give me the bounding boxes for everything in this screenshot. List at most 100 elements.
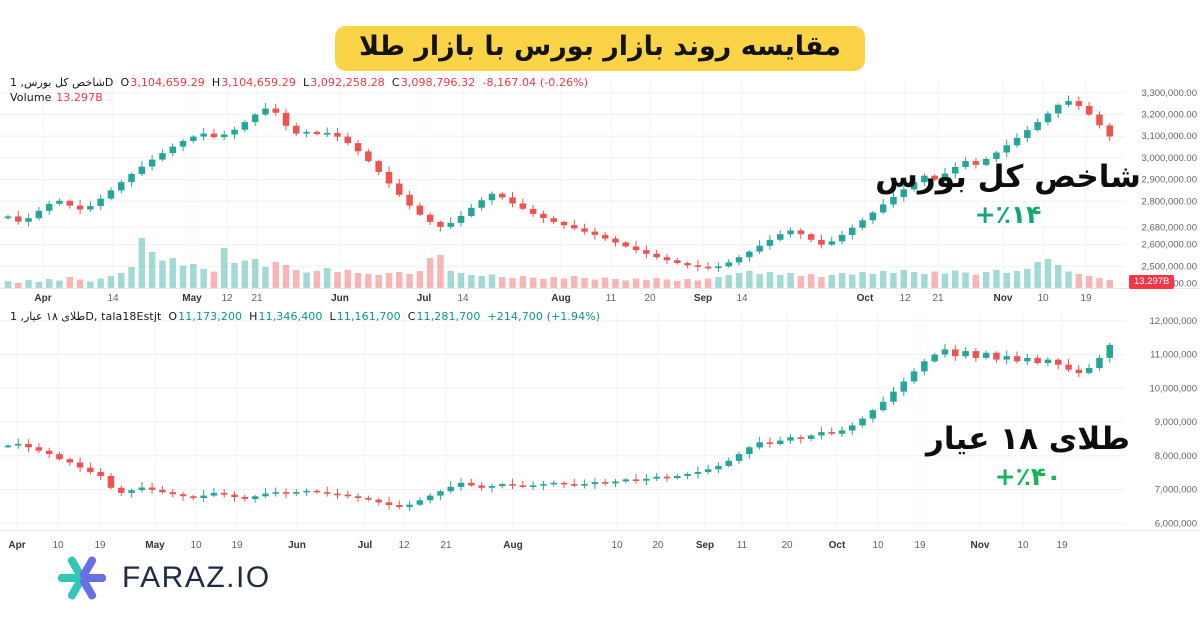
bourse-legend-ohlc-row: شاخص کل بورس, 1D O3,104,659.29 H3,104,659.… xyxy=(10,76,588,89)
svg-text:Aug: Aug xyxy=(551,293,570,304)
ohlc-value-H: 11,346,400 xyxy=(258,310,323,323)
gold-legend-ohlc-row: طلای ۱۸ عیار, 1D, tala18Estjt O11,173,200… xyxy=(10,310,600,323)
svg-text:6,000,000: 6,000,000 xyxy=(1155,518,1197,529)
volume-label: Volume xyxy=(10,91,52,104)
title-banner: مقایسه روند بازار بورس با بازار طلا xyxy=(334,26,866,71)
logo-arm xyxy=(67,556,85,579)
svg-text:3,200,000.00: 3,200,000.00 xyxy=(1142,110,1197,121)
ohlc-key-H: H xyxy=(211,76,221,89)
svg-text:19: 19 xyxy=(231,540,243,551)
price-axis[interactable]: 12,000,000 11,000,000 10,000,000 9,000,000 8… xyxy=(1149,316,1197,530)
svg-text:10: 10 xyxy=(190,540,202,551)
faraz-logo-icon xyxy=(58,556,106,600)
svg-text:19: 19 xyxy=(94,540,106,551)
svg-text:20: 20 xyxy=(644,293,656,304)
svg-text:May: May xyxy=(145,540,165,551)
svg-text:10,000,000: 10,000,000 xyxy=(1149,383,1197,394)
logo-arm xyxy=(58,574,82,582)
svg-text:3,100,000.00: 3,100,000.00 xyxy=(1142,131,1197,142)
bourse-big-label: شاخص کل بورس +٪۱۴ xyxy=(858,159,1158,229)
svg-text:3,000,000.00: 3,000,000.00 xyxy=(1142,153,1197,164)
svg-text:8,000,000: 8,000,000 xyxy=(1155,451,1197,462)
svg-text:10: 10 xyxy=(872,540,884,551)
ohlc-key-H: H xyxy=(249,310,258,323)
svg-text:2,680,000.00: 2,680,000.00 xyxy=(1142,222,1197,233)
svg-text:21: 21 xyxy=(932,293,944,304)
logo-arm xyxy=(82,574,106,582)
ohlc-key-L: L xyxy=(302,76,310,89)
svg-text:19: 19 xyxy=(914,540,926,551)
volume-value: 13.297B xyxy=(56,91,103,104)
gold-symbol-label: طلای ۱۸ عیار, 1D, tala18Estjt xyxy=(10,310,162,323)
grid xyxy=(0,310,1125,530)
bourse-symbol-label: شاخص کل بورس, 1D xyxy=(10,76,114,89)
gold-big-title: طلای ۱۸ عیار xyxy=(926,421,1130,457)
svg-text:21: 21 xyxy=(440,540,452,551)
svg-text:12: 12 xyxy=(221,293,233,304)
gold-chart-canvas[interactable]: 12,000,000 11,000,000 10,000,000 9,000,000 8… xyxy=(0,304,1200,556)
ohlc-value-L: 11,161,700 xyxy=(336,310,401,323)
logo-arm xyxy=(79,556,97,579)
svg-text:19: 19 xyxy=(1080,293,1092,304)
svg-text:20: 20 xyxy=(781,540,793,551)
svg-text:May: May xyxy=(182,293,202,304)
svg-text:19: 19 xyxy=(1056,540,1068,551)
gold-change-percent: +٪۴۰ xyxy=(994,461,1062,491)
gold-chart-panel: 12,000,000 11,000,000 10,000,000 9,000,000 8… xyxy=(0,304,1200,556)
volume-badge: 13.297B xyxy=(1129,275,1175,289)
svg-text:Oct: Oct xyxy=(857,293,874,304)
ohlc-change: +214,700 (+1.94%) xyxy=(487,310,601,323)
svg-text:2,800,000.00: 2,800,000.00 xyxy=(1142,196,1197,207)
svg-text:2,600,000.00: 2,600,000.00 xyxy=(1142,240,1197,251)
bourse-legend: شاخص کل بورس, 1D O3,104,659.29 H3,104,659.… xyxy=(10,76,588,104)
svg-text:3,300,000.00: 3,300,000.00 xyxy=(1142,88,1197,99)
ohlc-value-O: 11,173,200 xyxy=(178,310,243,323)
svg-text:Sep: Sep xyxy=(696,540,714,551)
ohlc-value-O: 3,104,659.29 xyxy=(130,76,205,89)
svg-text:Nov: Nov xyxy=(971,540,990,551)
bourse-chart-panel: 3,300,000.00 3,200,000.00 3,100,000.00 3,00… xyxy=(0,72,1200,304)
bourse-change-percent: +٪۱۴ xyxy=(974,199,1042,229)
ohlc-value-L: 3,092,258.28 xyxy=(310,76,385,89)
svg-text:11: 11 xyxy=(606,293,617,304)
svg-text:Oct: Oct xyxy=(829,540,846,551)
svg-text:7,000,000: 7,000,000 xyxy=(1155,485,1197,496)
svg-text:10: 10 xyxy=(1017,540,1029,551)
title-banner-text: مقایسه روند بازار بورس با بازار طلا xyxy=(358,31,842,62)
svg-text:Aug: Aug xyxy=(503,540,522,551)
svg-text:12,000,000: 12,000,000 xyxy=(1149,316,1197,327)
svg-text:14: 14 xyxy=(107,293,119,304)
svg-text:Nov: Nov xyxy=(994,293,1013,304)
ohlc-key-O: O xyxy=(168,310,178,323)
brand-footer: FARAZ.IO xyxy=(56,552,271,604)
ohlc-key-C: C xyxy=(407,310,416,323)
ohlc-value-C: 11,281,700 xyxy=(416,310,481,323)
svg-text:Jun: Jun xyxy=(288,540,306,551)
gold-legend: طلای ۱۸ عیار, 1D, tala18Estjt O11,173,200… xyxy=(10,310,600,323)
svg-text:20: 20 xyxy=(652,540,664,551)
ohlc-key-L: L xyxy=(329,310,336,323)
svg-text:Jul: Jul xyxy=(358,540,373,551)
svg-text:11,000,000: 11,000,000 xyxy=(1150,350,1197,361)
brand-wordmark: FARAZ.IO xyxy=(122,561,271,594)
svg-text:Sep: Sep xyxy=(694,293,712,304)
svg-text:Jun: Jun xyxy=(331,293,349,304)
grid xyxy=(0,78,1125,288)
svg-text:Jul: Jul xyxy=(417,293,432,304)
time-axis[interactable]: Apr 14 May 12 21 Jun Jul 14 Aug 11 20 Sep 14 Oct 12 21 N… xyxy=(34,293,1092,304)
svg-text:10: 10 xyxy=(1037,293,1049,304)
gold-big-label: طلای ۱۸ عیار +٪۴۰ xyxy=(878,421,1178,491)
svg-text:12: 12 xyxy=(398,540,410,551)
svg-text:Apr: Apr xyxy=(34,293,51,304)
time-axis[interactable]: Apr 10 19 May 10 19 Jun Jul 12 21 Aug 10 20 Sep 11 20 Oc… xyxy=(8,540,1068,551)
svg-text:14: 14 xyxy=(457,293,469,304)
svg-text:2,900,000.00: 2,900,000.00 xyxy=(1142,175,1197,186)
svg-text:11: 11 xyxy=(737,540,748,551)
logo-arm xyxy=(67,577,85,600)
ohlc-value-C: 3,098,796.32 xyxy=(400,76,476,89)
ohlc-value-H: 3,104,659.29 xyxy=(221,76,296,89)
svg-text:10: 10 xyxy=(52,540,64,551)
svg-text:10: 10 xyxy=(611,540,623,551)
svg-text:14: 14 xyxy=(736,293,748,304)
